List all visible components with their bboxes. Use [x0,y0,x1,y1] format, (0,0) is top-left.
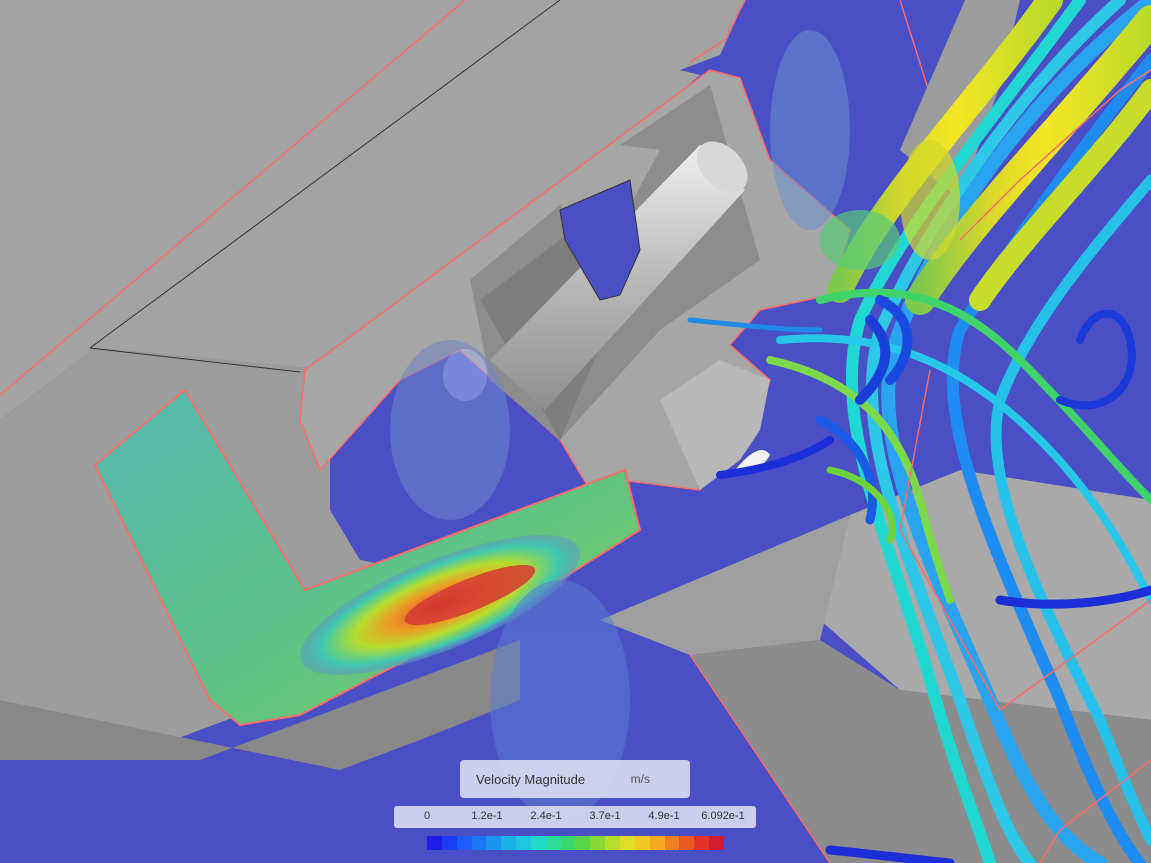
legend-color-swatch [605,836,620,850]
legend-color-swatch [560,836,576,850]
pipe-outline [899,69,1151,863]
legend-color-swatch [486,836,502,850]
legend-color-swatch [530,836,546,850]
legend-unit-label: m/s [630,772,650,786]
legend-color-bar [427,836,724,850]
legend-tick-label: 3.7e-1 [589,810,621,822]
legend-color-swatch [456,836,472,850]
legend-color-swatch [516,836,531,850]
legend-color-swatch [634,836,650,850]
legend-color-swatch [664,836,680,850]
flow-channel-slice [93,388,642,727]
legend-tick-label: 1.2e-1 [471,810,503,822]
flow-slice-right [820,140,960,270]
legend-color-swatch [649,836,665,850]
legend-color-swatch [545,836,561,850]
legend-color-swatch [709,836,724,850]
legend-color-swatch [427,836,442,850]
legend-color-swatch [441,836,457,850]
legend-tick-label: 0 [423,810,431,822]
legend-color-swatch [694,836,710,850]
legend-tick-label: 4.9e-1 [648,810,680,822]
solid-inner-wall [660,360,770,490]
legend-color-swatch [619,836,635,850]
legend-color-swatch [501,836,517,850]
pin-cylinder [490,141,748,410]
legend-tick-label: 6.092e-1 [701,810,745,822]
legend-tick-panel: 0 1.2e-1 2.4e-1 3.7e-1 4.9e-1 6.092e-1 [394,806,756,828]
legend-tick-label: 2.4e-1 [530,810,562,822]
legend-color-swatch [471,836,487,850]
legend-quantity-label: Velocity Magnitude [476,771,586,787]
legend-color-swatch [575,836,591,850]
legend-title-panel[interactable]: Velocity Magnitude m/s [460,760,690,798]
legend-color-swatch [590,836,606,850]
legend-color-swatch [679,836,695,850]
